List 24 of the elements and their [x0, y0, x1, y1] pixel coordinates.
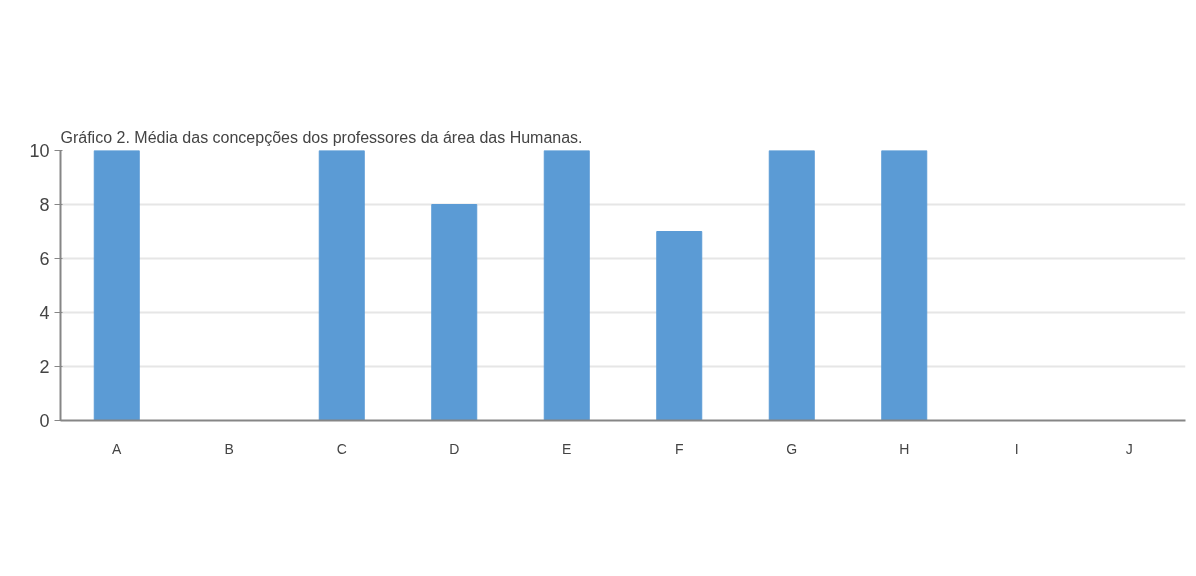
bar	[656, 231, 703, 421]
bar	[431, 204, 478, 421]
y-tick-label: 6	[39, 249, 50, 269]
y-tick-label: 10	[29, 141, 50, 161]
bar	[543, 150, 590, 421]
x-tick-label: F	[674, 440, 684, 457]
x-tick-label: H	[899, 440, 910, 457]
y-tick-label: 4	[39, 303, 50, 323]
y-tick-label: 2	[39, 357, 50, 377]
x-tick-label: G	[786, 440, 798, 457]
y-tick-label: 0	[39, 411, 50, 431]
x-tick-label: J	[1125, 440, 1133, 457]
bar	[768, 150, 815, 421]
x-tick-label: D	[449, 440, 460, 457]
bar	[93, 150, 140, 421]
x-tick-label: C	[336, 440, 347, 457]
x-tick-label: E	[562, 440, 572, 457]
bar	[881, 150, 928, 421]
x-tick-label: A	[112, 440, 123, 457]
y-tick-label: 8	[39, 195, 50, 215]
x-tick-label: I	[1014, 440, 1019, 457]
x-tick-label: B	[224, 440, 234, 457]
chart-title: Gráfico 2. Média das concepções dos professores da área das Humanas.	[60, 128, 583, 146]
bar	[318, 150, 365, 421]
